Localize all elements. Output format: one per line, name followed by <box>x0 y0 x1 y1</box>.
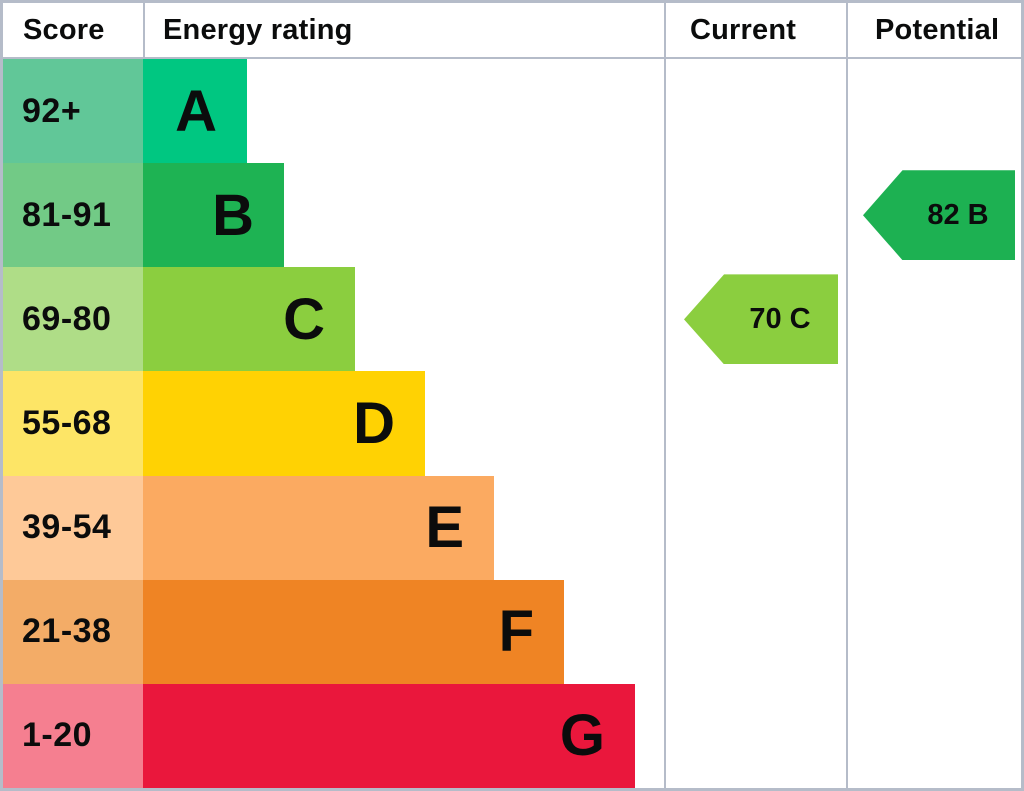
header-potential: Potential <box>875 13 1000 46</box>
score-range-c: 69-80 <box>3 267 143 372</box>
band-bar-c: C <box>143 267 355 372</box>
header-current: Current <box>690 13 797 46</box>
score-column-divider <box>143 3 145 57</box>
rating-band-row-c: 69-80 C <box>3 267 664 372</box>
rating-band-row-a: 92+ A <box>3 59 664 164</box>
score-range-g: 1-20 <box>3 683 143 788</box>
current-column-divider <box>664 3 666 788</box>
rating-bands: 92+ A 81-91 B 69-80 C 55-68 D 39-54 E 21-38 F 1-20 G <box>3 59 664 788</box>
current-rating-label: 70 C <box>749 302 811 335</box>
rating-band-row-b: 81-91 B <box>3 163 664 268</box>
band-bar-b: B <box>143 163 284 268</box>
score-range-d: 55-68 <box>3 371 143 476</box>
potential-rating-arrow: 82 B <box>863 170 1015 261</box>
rating-band-row-d: 55-68 D <box>3 371 664 476</box>
band-bar-a: A <box>143 59 247 164</box>
potential-rating-label: 82 B <box>927 198 989 231</box>
band-bar-f: F <box>143 579 564 684</box>
chart-header: Score Energy rating Current Potential <box>3 3 1021 59</box>
header-energy-rating: Energy rating <box>163 13 353 46</box>
score-range-e: 39-54 <box>3 475 143 580</box>
band-bar-e: E <box>143 475 494 580</box>
potential-column-divider <box>846 3 848 788</box>
rating-band-row-g: 1-20 G <box>3 683 664 788</box>
rating-band-row-e: 39-54 E <box>3 475 664 580</box>
band-bar-d: D <box>143 371 425 476</box>
score-range-a: 92+ <box>3 59 143 164</box>
score-range-b: 81-91 <box>3 163 143 268</box>
rating-band-row-f: 21-38 F <box>3 579 664 684</box>
band-bar-g: G <box>143 683 635 788</box>
current-rating-arrow: 70 C <box>684 274 838 365</box>
header-score: Score <box>23 13 105 46</box>
score-range-f: 21-38 <box>3 579 143 684</box>
